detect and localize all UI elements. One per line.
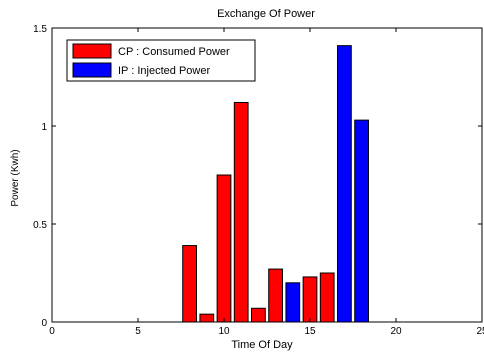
legend-label-consumed: CP : Consumed Power (118, 46, 230, 58)
legend-swatch-injected (72, 62, 112, 78)
x-tick-label-15: 15 (304, 326, 316, 337)
plot-area-frame (51, 27, 483, 323)
bar-consumed-12 (251, 307, 266, 323)
x-tick-label-0: 0 (49, 326, 55, 337)
legend-swatch-consumed (72, 43, 112, 59)
y-tick-label-0: 0 (41, 318, 47, 329)
bars-layer (182, 45, 369, 323)
chart-title: Exchange Of Power (217, 8, 315, 20)
x-tick-label-10: 10 (218, 326, 230, 337)
bar-consumed-10 (216, 174, 232, 323)
bar-consumed-15 (302, 276, 318, 323)
legend: CP : Consumed Power IP : Injected Power (66, 39, 256, 82)
x-axis-label: Time Of Day (231, 339, 293, 351)
bar-consumed-16 (319, 272, 335, 323)
y-tick-label-1.5: 1.5 (33, 24, 47, 35)
x-tick-label-20: 20 (390, 326, 402, 337)
ticks-layer: 0 5 10 15 20 25 0 0.5 1 1.5 (33, 24, 484, 337)
bar-injected-14 (285, 282, 301, 323)
bar-consumed-11 (233, 101, 249, 323)
bar-consumed-9 (199, 313, 215, 323)
y-tick-label-0.5: 0.5 (33, 220, 47, 231)
bar-consumed-13 (268, 268, 283, 323)
x-tick-label-25: 25 (476, 326, 484, 337)
y-axis-label: Power (Kwh) (10, 149, 21, 206)
bar-consumed-8 (182, 245, 197, 323)
y-tick-label-1: 1 (41, 122, 47, 133)
bar-injected-17 (337, 45, 352, 323)
x-tick-label-5: 5 (135, 326, 141, 337)
legend-label-injected: IP : Injected Power (118, 65, 210, 77)
bar-injected-18 (354, 119, 369, 323)
